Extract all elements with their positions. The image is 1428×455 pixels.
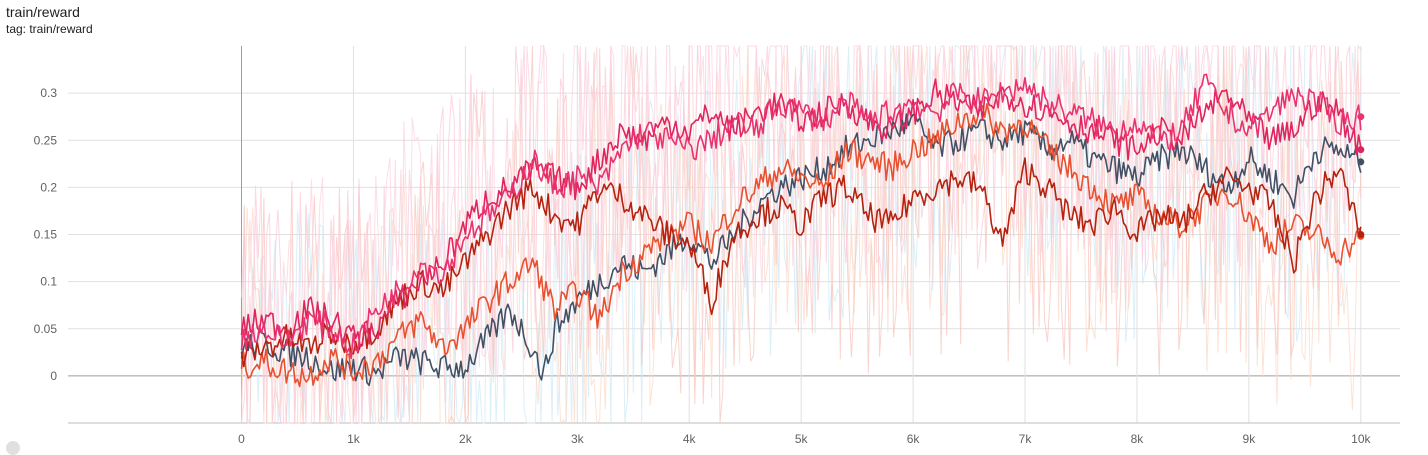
y-tick-label: 0.15 [34, 228, 58, 242]
x-tick-label: 9k [1243, 432, 1257, 446]
x-tick-label: 10k [1351, 432, 1371, 446]
x-tick-label: 7k [1019, 432, 1033, 446]
x-tick-label: 5k [795, 432, 809, 446]
x-tick-label: 6k [907, 432, 921, 446]
endpoint-markers [1357, 113, 1365, 240]
y-tick-label: 0.2 [40, 180, 57, 194]
x-tick-label: 1k [347, 432, 361, 446]
series-endpoint-marker [1357, 231, 1365, 238]
series-endpoint-marker [1357, 146, 1365, 154]
x-tick-labels: 0 1k 2k 3k 4k 5k 6k 7k 8k 9k 10k [238, 432, 1371, 446]
x-tick-label: 3k [571, 432, 585, 446]
y-tick-label: 0.3 [40, 86, 57, 100]
chart-tag-subtitle: tag: train/reward [6, 22, 93, 36]
chart-header: train/reward tag: train/reward [6, 4, 93, 36]
smoothed-series-layer [240, 73, 1362, 388]
y-tick-label: 0.25 [34, 133, 58, 147]
x-tick-label: 2k [459, 432, 473, 446]
x-tick-label: 4k [683, 432, 697, 446]
raw-series-line [241, 44, 1362, 424]
y-tick-label: 0.1 [40, 275, 57, 289]
y-tick-label: 0 [50, 369, 57, 383]
x-tick-label: 8k [1131, 432, 1145, 446]
smoothed-series-line[interactable] [240, 113, 1362, 387]
series-endpoint-marker [1357, 158, 1365, 166]
series-endpoint-marker [1357, 113, 1365, 121]
smoothed-series-line[interactable] [240, 157, 1362, 368]
smoothed-series-line[interactable] [240, 73, 1362, 360]
expand-toggle-icon[interactable] [6, 441, 20, 455]
y-tick-labels: 0 0.05 0.1 0.15 0.2 0.25 0.3 [34, 86, 58, 383]
chart-title: train/reward [6, 4, 80, 20]
raw-series-line [241, 45, 1362, 424]
x-tick-label: 0 [238, 432, 245, 446]
y-tick-label: 0.05 [34, 322, 58, 336]
